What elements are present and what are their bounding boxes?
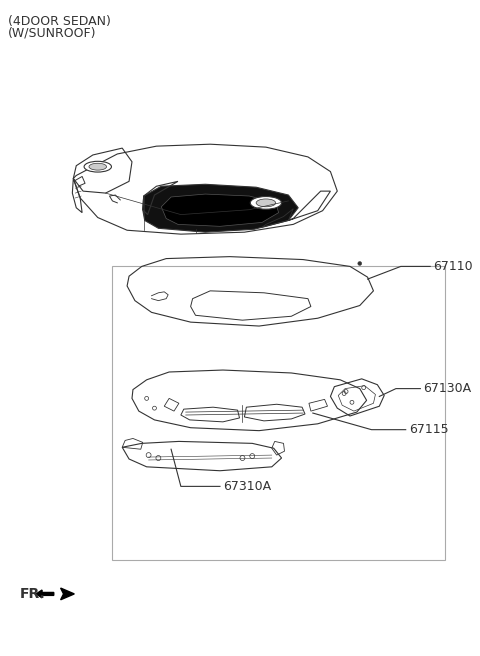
Text: FR.: FR.: [20, 587, 45, 601]
Circle shape: [358, 262, 362, 266]
Text: (W/SUNROOF): (W/SUNROOF): [8, 27, 96, 40]
Polygon shape: [161, 194, 278, 226]
Text: 67110: 67110: [433, 260, 473, 273]
Text: 67130A: 67130A: [423, 382, 471, 395]
Polygon shape: [60, 588, 74, 600]
Ellipse shape: [256, 199, 276, 207]
Ellipse shape: [250, 197, 282, 209]
Text: (4DOOR SEDAN): (4DOOR SEDAN): [8, 15, 111, 28]
Ellipse shape: [89, 163, 107, 170]
Text: 67115: 67115: [408, 423, 448, 436]
Bar: [112, 266, 445, 560]
Ellipse shape: [84, 161, 111, 172]
FancyArrow shape: [36, 590, 54, 598]
Polygon shape: [143, 184, 298, 232]
Text: 67310A: 67310A: [223, 480, 271, 493]
